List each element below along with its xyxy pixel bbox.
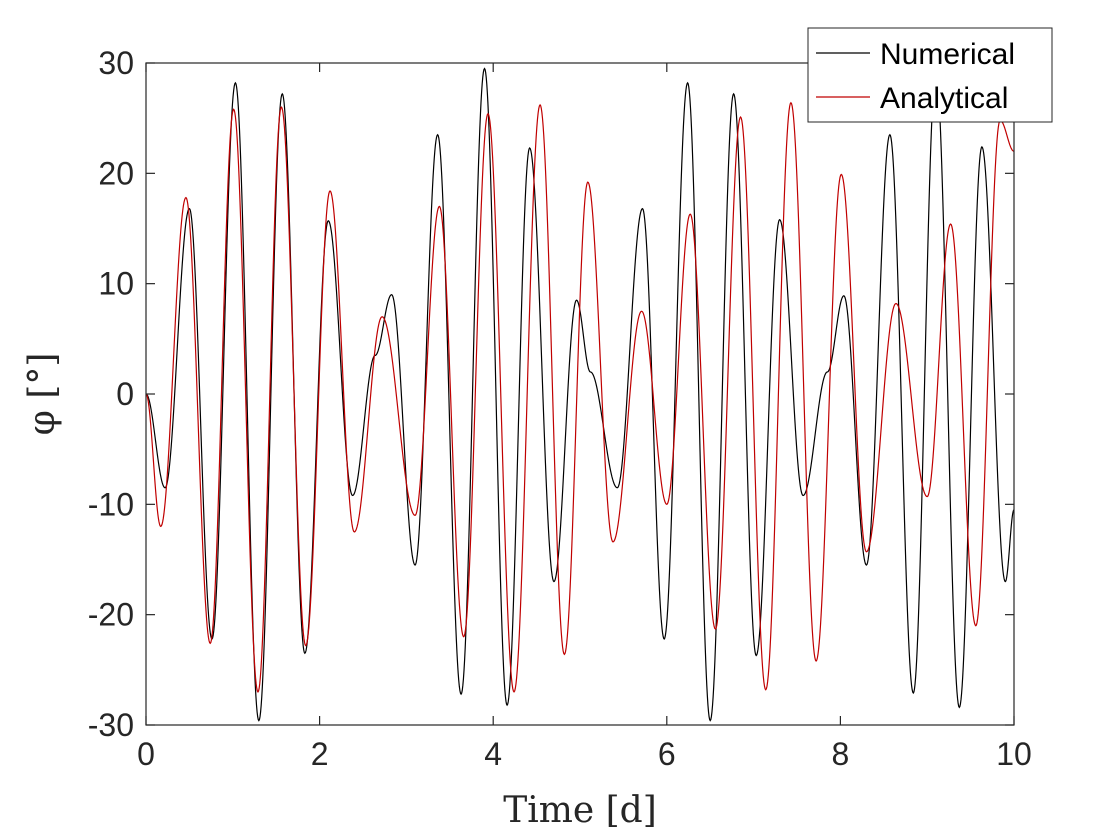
x-axis-title: Time [d]	[503, 790, 657, 831]
x-tick-label: 2	[311, 736, 329, 772]
x-tick-label: 6	[658, 736, 676, 772]
y-tick-label: 20	[98, 155, 134, 191]
y-tick-label: -10	[88, 486, 134, 522]
series-line-analytical	[145, 101, 1015, 693]
y-axis-title: φ [°]	[22, 353, 63, 436]
series-layer	[145, 67, 1015, 722]
ticks-layer: 0 2 4 6 8 10 -30 -20 -10 0 10 20 30	[88, 45, 1032, 772]
x-tick-label: 10	[996, 736, 1032, 772]
legend-label-numerical: Numerical	[880, 38, 1015, 71]
y-tick-label: 10	[98, 266, 134, 302]
y-tick-label: 30	[98, 45, 134, 81]
legend-box	[807, 27, 1053, 123]
x-tick-label: 0	[137, 736, 155, 772]
x-tick-label: 8	[832, 736, 850, 772]
x-tick-label: 4	[484, 736, 502, 772]
y-tick-label: 0	[116, 376, 134, 412]
y-tick-label: -20	[88, 597, 134, 633]
y-tick-label: -30	[88, 707, 134, 743]
legend-label-analytical: Analytical	[880, 82, 1008, 115]
legend: Numerical Analytical	[807, 27, 1053, 123]
